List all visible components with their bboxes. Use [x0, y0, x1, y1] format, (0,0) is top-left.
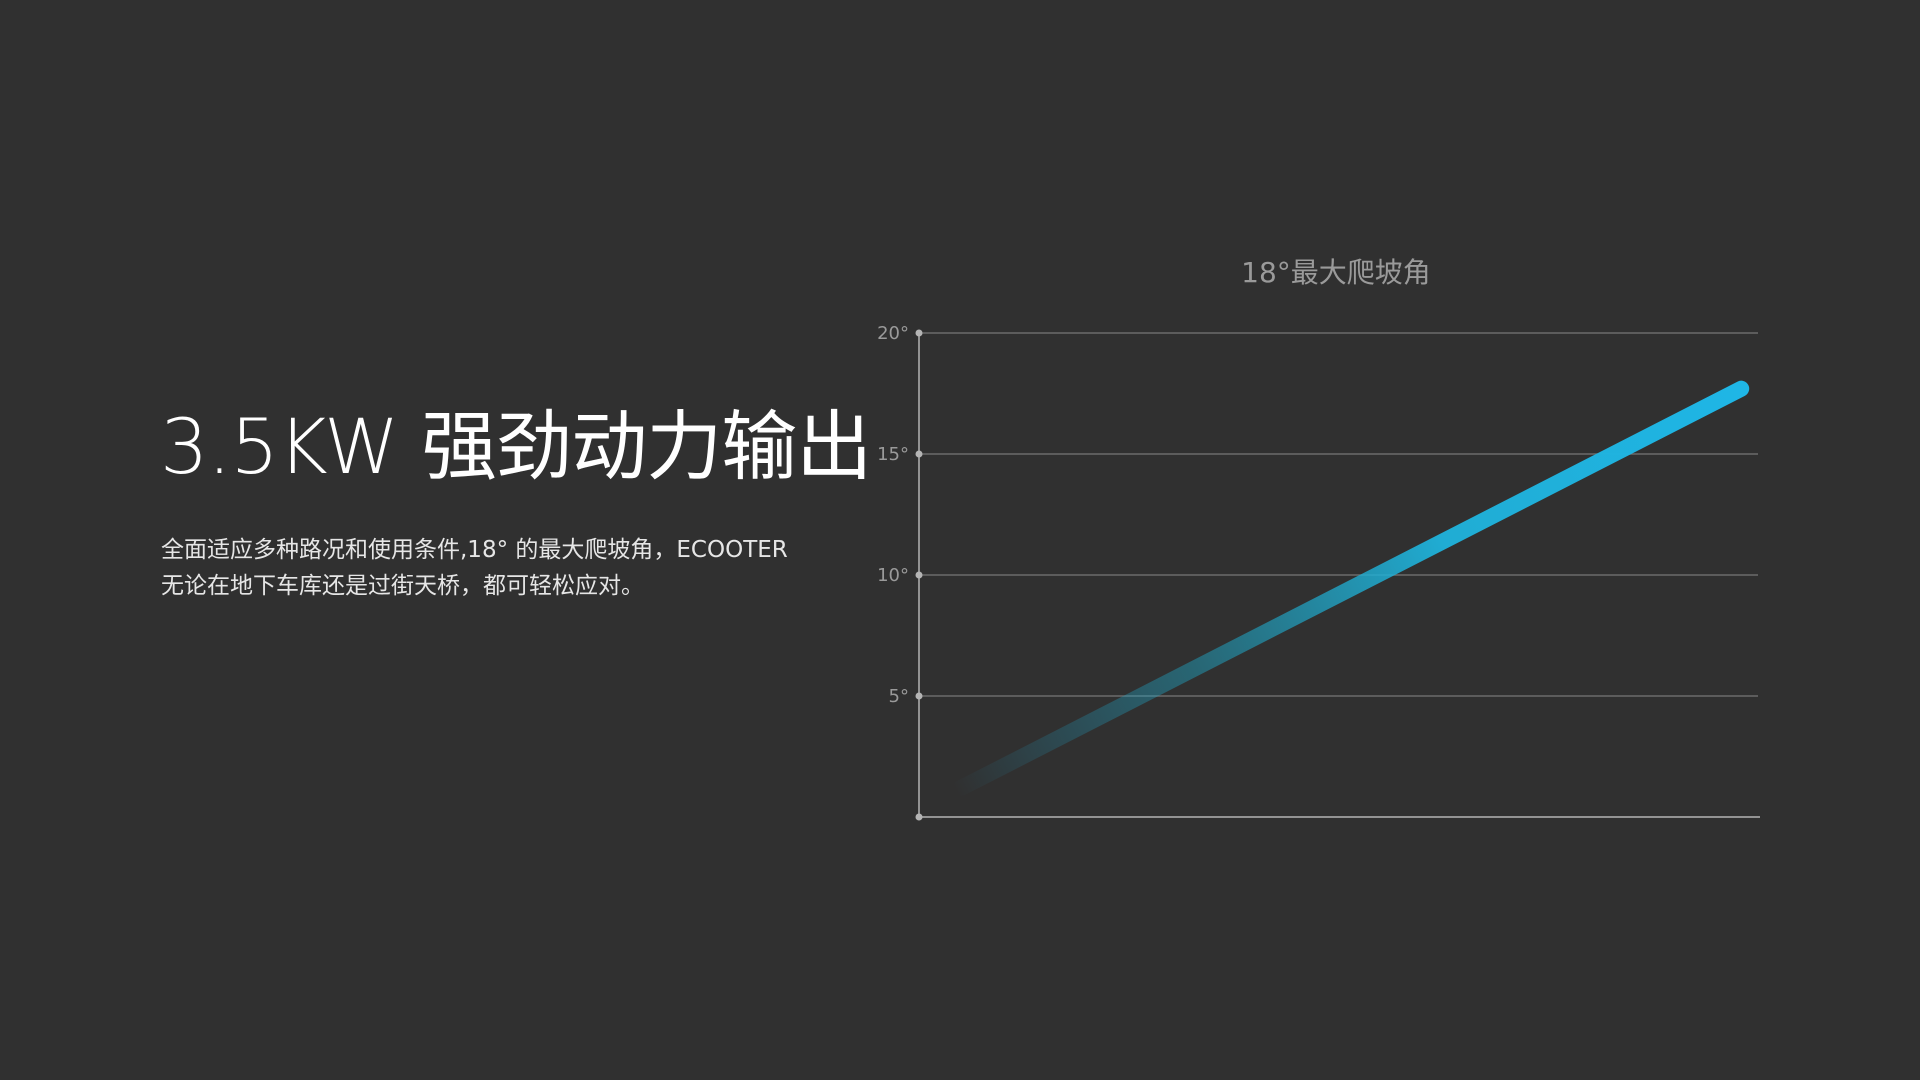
y-tick-label: 5°	[889, 686, 909, 707]
chart-title: 18°最大爬坡角	[1241, 256, 1431, 289]
headline: 3.5KW 强劲动力输出	[160, 402, 872, 491]
description: 全面适应多种路况和使用条件,18° 的最大爬坡角，ECOOTER 无论在地下车库…	[161, 532, 841, 604]
series-layer	[953, 380, 1750, 796]
description-line-1: 全面适应多种路况和使用条件,18° 的最大爬坡角，ECOOTER	[161, 537, 788, 563]
y-tick-label: 10°	[877, 565, 909, 586]
description-line-2: 无论在地下车库还是过街天桥，都可轻松应对。	[161, 573, 644, 599]
series-line-0	[953, 380, 1750, 796]
axis-layer: 20° 15° 10° 5°	[877, 323, 1760, 821]
grid-layer	[919, 332, 1758, 697]
y-tick-label: 15°	[877, 444, 909, 465]
y-tick-label: 20°	[877, 323, 909, 344]
origin-dot	[915, 813, 923, 821]
